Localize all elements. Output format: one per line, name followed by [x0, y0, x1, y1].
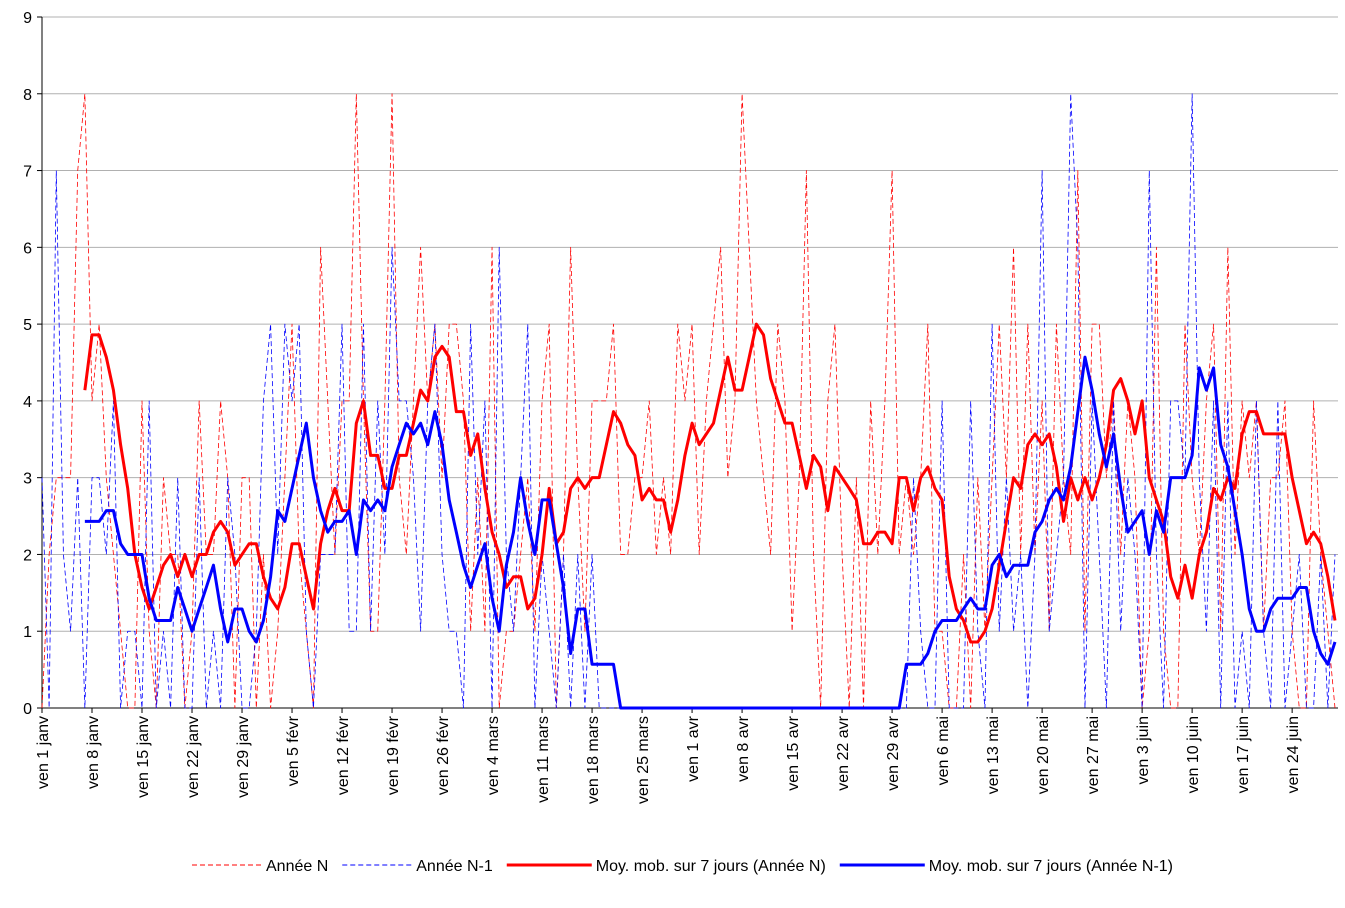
x-tick-label: ven 26 févr [435, 715, 452, 795]
x-tick-label: ven 10 juin [1185, 716, 1202, 793]
x-tick-label: ven 3 juin [1135, 716, 1152, 785]
x-tick-label: ven 15 janv [135, 716, 152, 798]
x-tick-label: ven 15 avr [785, 715, 802, 790]
legend-label: Année N-1 [416, 858, 493, 875]
y-tick-label: 7 [23, 164, 32, 181]
x-tick-label: ven 6 mai [935, 716, 952, 785]
legend-label: Moy. mob. sur 7 jours (Année N) [596, 858, 826, 875]
average-line [84, 355, 1337, 710]
x-tick-label: ven 22 avr [835, 715, 852, 790]
x-tick-label: ven 8 janv [85, 716, 102, 789]
x-tick-label: ven 19 févr [385, 715, 402, 795]
y-tick-label: 9 [23, 10, 32, 27]
x-tick-label: ven 18 mars [585, 716, 602, 804]
x-tick-label: ven 20 mai [1035, 716, 1052, 794]
x-tick-label: ven 25 mars [635, 716, 652, 804]
legend-label: Année N [266, 858, 328, 875]
y-tick-label: 2 [23, 547, 32, 564]
x-tick-label: ven 11 mars [535, 716, 552, 803]
y-tick-label: 6 [23, 240, 32, 257]
x-tick-label: ven 1 avr [685, 715, 702, 781]
daily-line [41, 93, 1336, 709]
x-tick-label: ven 29 avr [885, 715, 902, 790]
y-tick-label: 4 [23, 394, 32, 411]
x-tick-label: ven 22 janv [185, 716, 202, 798]
x-tick-label: ven 1 janv [35, 716, 52, 789]
x-tick-label: ven 5 févr [285, 715, 302, 786]
daily-line [41, 93, 1336, 709]
x-tick-label: ven 29 janv [235, 716, 252, 798]
y-tick-label: 3 [23, 471, 32, 488]
x-tick-label: ven 8 avr [735, 715, 752, 781]
x-tick-label: ven 17 juin [1235, 716, 1252, 793]
y-tick-label: 1 [23, 624, 32, 641]
legend-label: Moy. mob. sur 7 jours (Année N-1) [929, 858, 1173, 875]
x-tick-label: ven 4 mars [485, 716, 502, 795]
legend: Année N Année N-1 Moy. mob. sur 7 jours (A… [191, 858, 1173, 875]
average-line [83, 322, 1337, 644]
x-tick-label: ven 13 mai [985, 716, 1002, 794]
x-tick-label: ven 27 mai [1085, 716, 1102, 794]
y-tick-label: 8 [23, 87, 32, 104]
x-tick-label: ven 12 févr [335, 715, 352, 795]
y-tick-label: 0 [23, 701, 32, 718]
x-tick-label: ven 24 juin [1285, 716, 1302, 793]
y-tick-label: 5 [23, 317, 32, 334]
